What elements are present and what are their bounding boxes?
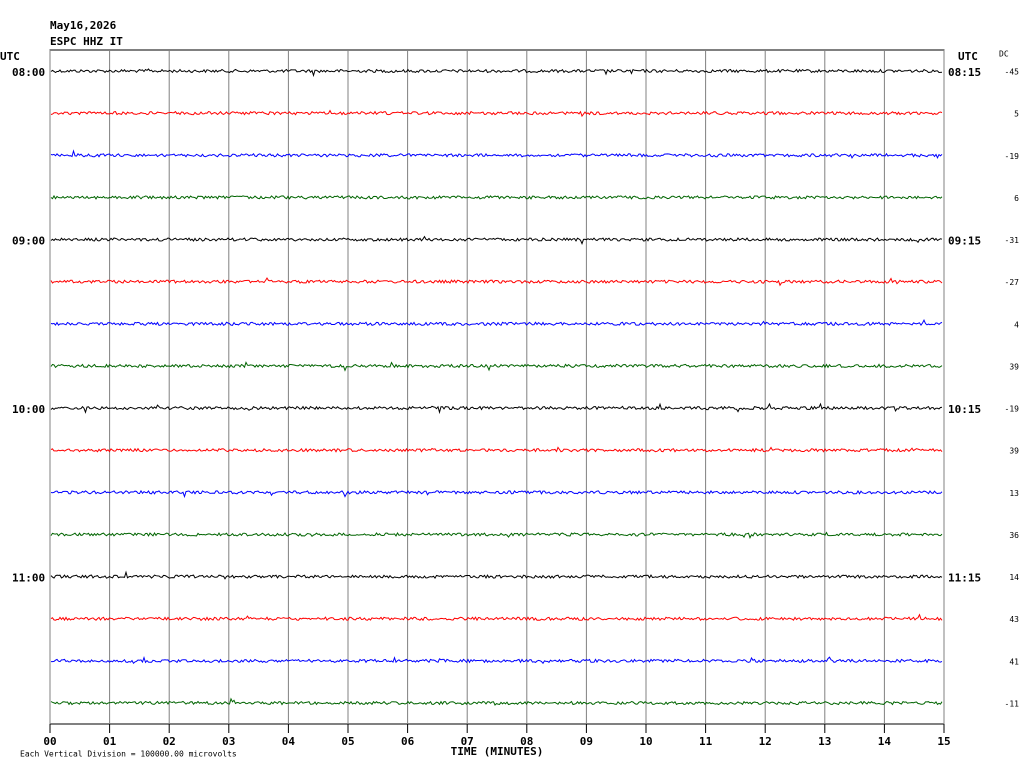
dc-offset-label: 4 [1014,320,1019,329]
x-tick-label: 09 [580,735,593,748]
chart-title: May16,2026 [50,19,117,32]
dc-offset-label: -11 [1005,700,1020,709]
x-tick-label: 00 [43,735,56,748]
trace [50,489,943,499]
x-tick-label: 11 [699,735,713,748]
dc-offset-label: 14 [1009,573,1019,582]
trace [50,149,943,159]
trace [50,194,943,200]
right-axis-label: UTC [958,50,978,63]
dc-offset-label: 6 [1014,194,1019,203]
right-time-label: 08:15 [948,66,981,79]
x-tick-label: 06 [401,735,415,748]
trace [50,613,943,622]
dc-offset-label: -19 [1005,152,1020,161]
offset-label: DC [999,50,1009,59]
trace [50,531,943,539]
left-axis-label: UTC [0,50,20,63]
trace [50,277,943,287]
dc-offset-label: 43 [1009,615,1019,624]
dc-offset-label: 13 [1009,489,1019,498]
dc-offset-label: 39 [1009,447,1019,456]
dc-offset-label: -31 [1005,236,1020,245]
x-tick-label: 08 [520,735,533,748]
trace [50,319,943,327]
x-tick-label: 01 [103,735,117,748]
x-tick-label: 10 [639,735,652,748]
dc-offset-label: 41 [1009,657,1019,666]
dc-offset-label: -45 [1005,68,1020,77]
trace [50,68,943,78]
scale-note: Each Vertical Division = 100000.00 micro… [20,750,237,759]
trace [50,109,943,118]
trace [50,361,943,372]
trace [50,402,943,415]
trace [50,570,943,580]
right-time-label: 11:15 [948,572,981,585]
plot-frame [49,49,945,725]
right-time-label: 10:15 [948,403,981,416]
trace [51,655,943,665]
x-tick-label: 05 [341,735,354,748]
right-time-label: 09:15 [948,235,981,248]
dc-offset-label: 36 [1009,531,1019,540]
x-tick-label: 02 [163,735,176,748]
x-tick-label: 04 [282,735,296,748]
left-time-label: 09:00 [12,235,45,248]
dc-offset-label: -27 [1005,278,1020,287]
x-tick-label: 14 [878,735,892,748]
trace [50,446,943,453]
left-time-label: 10:00 [12,403,45,416]
x-tick-label: 13 [818,735,831,748]
x-axis-label: TIME (MINUTES) [451,745,544,758]
x-tick-label: 12 [759,735,772,748]
x-tick-label: 15 [937,735,950,748]
x-tick-label: 03 [222,735,235,748]
trace [50,235,943,245]
dc-offset-label: 39 [1009,362,1019,371]
left-time-label: 08:00 [12,66,45,79]
trace [50,697,943,706]
x-tick-label: 07 [461,735,474,748]
dc-offset-label: 5 [1014,110,1019,119]
left-time-label: 11:00 [12,572,45,585]
chart-subtitle: ESPC HHZ IT [50,35,123,48]
dc-offset-label: -19 [1005,405,1020,414]
